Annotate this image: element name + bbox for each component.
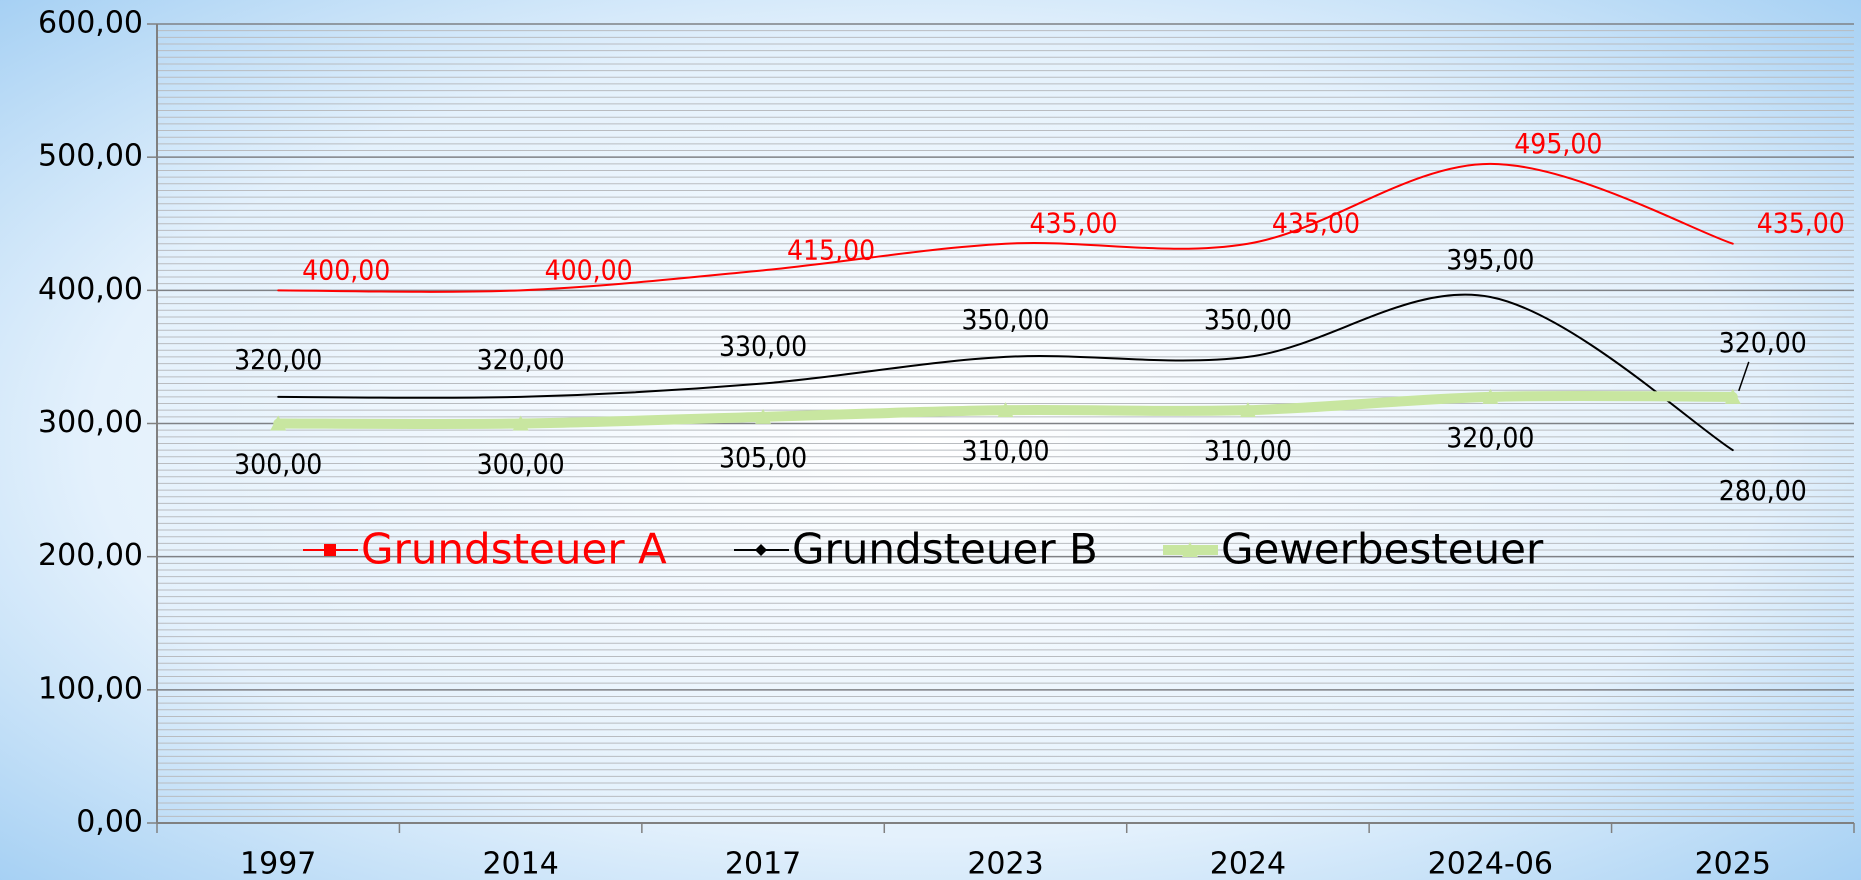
y-tick-label: 100,00	[38, 671, 143, 706]
data-label: 310,00	[1204, 434, 1292, 467]
data-label: 400,00	[302, 253, 390, 286]
data-label: 280,00	[1719, 474, 1807, 507]
data-label: 305,00	[719, 441, 807, 474]
data-label: 350,00	[961, 303, 1049, 336]
y-tick-label: 200,00	[38, 538, 143, 573]
line-series	[277, 162, 1734, 293]
x-tick-label: 2023	[967, 847, 1043, 880]
data-label: 350,00	[1204, 303, 1292, 336]
legend-label: Gewerbesteuer	[1221, 525, 1544, 574]
legend-marker	[755, 544, 767, 556]
data-label: 320,00	[234, 343, 322, 376]
point-marker	[1239, 402, 1256, 418]
legend-label: Grundsteuer B	[792, 525, 1098, 574]
point-marker	[755, 408, 772, 424]
x-tick-label: 2024-06	[1428, 847, 1553, 880]
point-marker	[997, 402, 1014, 418]
line-series	[277, 293, 1734, 452]
data-label: 495,00	[1514, 127, 1602, 160]
y-tick-label: 0,00	[76, 805, 143, 840]
x-tick-label: 2017	[725, 847, 801, 880]
data-label: 310,00	[961, 434, 1049, 467]
leader-line	[1738, 361, 1750, 392]
y-tick-label: 300,00	[38, 405, 143, 440]
point-marker	[1724, 388, 1741, 404]
data-label: 320,00	[477, 343, 565, 376]
data-label: 415,00	[787, 233, 875, 266]
point-marker	[512, 415, 529, 431]
y-tick-label: 600,00	[38, 6, 143, 41]
legend-label: Grundsteuer A	[361, 525, 667, 574]
data-label: 300,00	[234, 448, 322, 481]
y-tick-label: 400,00	[38, 272, 143, 307]
point-marker	[1482, 388, 1499, 404]
data-label: 320,00	[1446, 421, 1534, 454]
x-tick-label: 2025	[1695, 847, 1771, 880]
data-label: 435,00	[1757, 207, 1845, 240]
x-tick-label: 1997	[240, 847, 316, 880]
data-label: 435,00	[1272, 207, 1360, 240]
legend-marker	[1182, 542, 1198, 557]
x-tick-label: 2014	[482, 847, 558, 880]
data-label: 395,00	[1446, 243, 1534, 276]
data-label: 300,00	[477, 448, 565, 481]
x-tick-label: 2024	[1210, 847, 1286, 880]
legend-marker	[324, 544, 336, 556]
data-label: 330,00	[719, 330, 807, 363]
data-label: 435,00	[1029, 207, 1117, 240]
data-label: 400,00	[545, 253, 633, 286]
y-tick-label: 500,00	[38, 139, 143, 174]
data-label: 320,00	[1719, 326, 1807, 359]
point-marker	[270, 415, 287, 431]
